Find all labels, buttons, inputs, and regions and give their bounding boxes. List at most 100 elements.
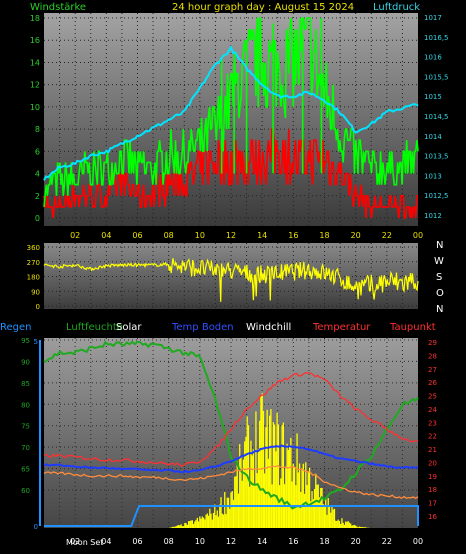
rain-tick-5: 5 — [34, 338, 38, 346]
x-tick-12: 12 — [226, 537, 236, 546]
graph-title: 24 hour graph day : August 15 2024 — [172, 2, 354, 13]
pressure-axis-ticks: 1012 1012,5 1013 1013,5 1014 1014,5 1015 1015,5… — [424, 14, 449, 220]
x-tick-22: 22 — [382, 537, 392, 546]
x-tick-02: 02 — [70, 231, 80, 240]
rain-tick-0: 0 — [34, 523, 38, 531]
wind-tick-14: 14 — [30, 58, 40, 67]
wind-tick-2: 2 — [35, 192, 40, 201]
x-tick-14: 14 — [257, 537, 267, 546]
humidity-axis-ticks: 60 65 70 75 80 85 90 95 0 5 — [21, 337, 38, 531]
wind-direction-panel: 0 90 180 270 360 N W S O N — [27, 240, 444, 315]
x-tick-12: 12 — [226, 231, 236, 240]
pressure-tick-2: 1013 — [424, 172, 442, 180]
temp-tick-23: 23 — [428, 419, 437, 427]
soil-temp-line — [43, 444, 419, 474]
wind-tick-8: 8 — [35, 125, 40, 134]
x-tick-10: 10 — [195, 231, 205, 240]
wind-direction-series — [43, 258, 419, 302]
pressure-axis-title: Luftdruck — [373, 2, 420, 13]
pressure-tick-3: 1013,5 — [424, 153, 449, 161]
temp-tick-29: 29 — [428, 339, 437, 347]
temperature-axis-ticks: 16 17 18 19 20 21 22 23 24 25 26 27 28 29 — [428, 339, 437, 521]
x-tick-02: 02 — [70, 537, 80, 546]
x-tick-18: 18 — [319, 231, 329, 240]
temperature-line — [43, 372, 419, 468]
pressure-tick-0: 1012 — [424, 212, 442, 220]
legend-luftfeuchte: Luftfeuchte — [66, 322, 123, 333]
pressure-tick-9: 1016,5 — [424, 34, 449, 42]
humidity-line — [43, 340, 419, 510]
x-tick-16: 16 — [288, 537, 298, 546]
x-tick-20: 20 — [351, 231, 361, 240]
wind-speed-series — [43, 17, 419, 207]
temp-tick-26: 26 — [428, 379, 437, 387]
legend-temp-boden: Temp Boden — [171, 322, 234, 333]
legend-temperatur: Temperatur — [312, 322, 371, 333]
compass-o: O — [436, 288, 444, 299]
legend-regen: Regen — [0, 322, 32, 333]
climate-panel: 60 65 70 75 80 85 90 95 0 5 16 17 18 19 20 21 22 23 24 25 2… — [21, 337, 437, 547]
x-tick-22: 22 — [382, 231, 392, 240]
wind-tick-12: 12 — [30, 81, 40, 90]
hum-tick-95: 95 — [21, 337, 30, 345]
legend-taupunkt: Taupunkt — [389, 322, 436, 333]
compass-n-top: N — [436, 240, 443, 251]
wind-gust-series — [43, 128, 418, 219]
pressure-tick-10: 1017 — [424, 14, 442, 22]
hum-tick-70: 70 — [21, 444, 30, 452]
temp-tick-24: 24 — [428, 406, 437, 414]
temp-tick-16: 16 — [428, 513, 437, 521]
x-tick-06: 06 — [132, 231, 142, 240]
dir-tick-0: 0 — [36, 303, 40, 311]
temp-tick-28: 28 — [428, 352, 437, 360]
pressure-tick-4: 1014 — [424, 133, 442, 141]
temp-tick-22: 22 — [428, 433, 437, 441]
temp-tick-25: 25 — [428, 393, 437, 401]
pressure-tick-6: 1015 — [424, 93, 442, 101]
x-tick-04: 04 — [101, 537, 111, 546]
temp-tick-18: 18 — [428, 486, 437, 494]
wind-tick-4: 4 — [35, 170, 40, 179]
x-tick-04: 04 — [101, 231, 111, 240]
x-tick-08: 08 — [164, 537, 174, 546]
pressure-tick-8: 1016 — [424, 54, 442, 62]
wind-tick-10: 10 — [30, 103, 40, 112]
compass-w: W — [434, 256, 444, 267]
legend: Regen Luftfeuchte Solar Temp Boden Windc… — [0, 322, 436, 333]
hum-tick-80: 80 — [21, 401, 30, 409]
dir-tick-90: 90 — [31, 288, 40, 296]
dir-tick-360: 360 — [27, 244, 40, 252]
pressure-line — [43, 45, 419, 181]
x-tick-10: 10 — [195, 537, 205, 546]
x-tick-00: 00 — [413, 537, 423, 546]
wind-direction-line — [43, 258, 419, 302]
compass-n-bottom: N — [436, 304, 443, 315]
direction-axis-ticks: 0 90 180 270 360 — [27, 244, 40, 311]
compass-labels: N W S O N — [434, 240, 444, 315]
rain-line — [44, 505, 419, 527]
temp-tick-19: 19 — [428, 473, 437, 481]
wind-tick-16: 16 — [30, 36, 40, 45]
x-tick-16: 16 — [288, 231, 298, 240]
wind-tick-18: 18 — [30, 14, 40, 23]
hum-tick-90: 90 — [21, 358, 30, 366]
temp-tick-17: 17 — [428, 500, 437, 508]
wind-gust-line — [43, 128, 418, 219]
compass-s: S — [436, 272, 442, 283]
x-tick-18: 18 — [319, 537, 329, 546]
pressure-tick-5: 1014,5 — [424, 113, 449, 121]
wind-tick-0: 0 — [35, 214, 40, 223]
wind-tick-6: 6 — [35, 147, 40, 156]
hum-tick-75: 75 — [21, 423, 30, 431]
x-tick-06: 06 — [132, 537, 142, 546]
wind-speed-line — [43, 17, 419, 207]
panel3-x-ticks: 02 04 06 08 10 12 14 16 18 20 22 00 — [70, 537, 423, 546]
wind-axis-title: Windstärke — [30, 2, 86, 13]
moon-set-label: Moon Set — [66, 538, 103, 547]
x-tick-00: 00 — [413, 231, 423, 240]
legend-solar: Solar — [116, 322, 142, 333]
x-tick-14: 14 — [257, 231, 267, 240]
x-tick-20: 20 — [351, 537, 361, 546]
temp-tick-21: 21 — [428, 446, 437, 454]
